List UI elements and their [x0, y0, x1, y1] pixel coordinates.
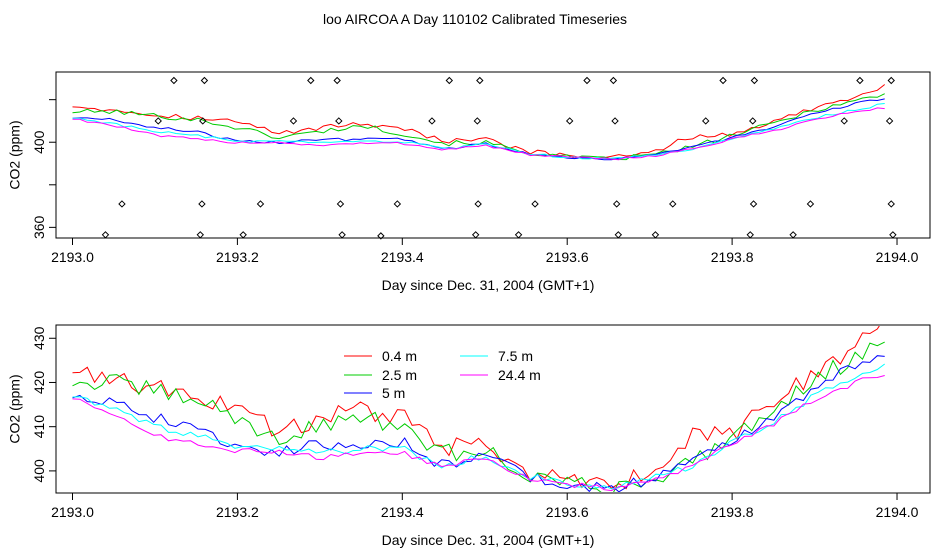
data-point-marker	[611, 117, 619, 125]
y-tick-label: 430	[31, 326, 47, 350]
x-axis-title: Day since Dec. 31, 2004 (GMT+1)	[382, 532, 595, 548]
data-point-marker	[428, 117, 436, 125]
data-point-marker	[445, 76, 454, 85]
data-point-marker	[118, 200, 126, 208]
data-point-marker	[856, 76, 864, 85]
x-tick-label: 2193.4	[381, 504, 424, 520]
y-tick-label: 410	[31, 415, 47, 439]
y-axis-title: CO2 (ppm)	[7, 374, 23, 443]
series-line-24-4-m	[72, 375, 885, 492]
chart-title: loo AIRCOA A Day 110102 Calibrated Times…	[322, 11, 627, 27]
data-point-marker	[749, 200, 758, 208]
data-point-marker	[719, 76, 727, 85]
data-point-marker	[336, 200, 345, 208]
x-tick-label: 2193.8	[711, 249, 754, 265]
series-line-7-5-m	[72, 363, 885, 490]
top-series-line	[72, 98, 885, 161]
data-point-marker	[789, 231, 797, 239]
y-tick-label: 420	[31, 371, 47, 395]
top-panel: 2193.0 2193.2 2193.4 2193.6 2193.8 2194.0 360 4…	[7, 71, 931, 293]
x-tick-label: 2193.8	[711, 504, 754, 520]
data-point-marker	[702, 117, 710, 125]
bottom-panel: 2193.0 2193.2 2193.4 2193.6 2193.8 2194.0 400 4…	[7, 324, 931, 548]
data-point-marker	[669, 200, 677, 208]
data-point-marker	[170, 76, 178, 85]
x-tick-label: 2193.6	[546, 504, 589, 520]
data-point-marker	[565, 117, 574, 125]
data-point-marker	[651, 231, 660, 239]
legend-entry: 7.5 m	[498, 348, 533, 364]
x-tick-label: 2193.4	[381, 249, 424, 265]
data-point-marker	[338, 231, 346, 239]
legend-entry: 24.4 m	[498, 367, 541, 383]
data-point-marker	[474, 200, 482, 208]
y-axis-title: CO2 (ppm)	[7, 120, 23, 189]
data-point-marker	[307, 76, 315, 85]
data-point-marker	[377, 232, 385, 240]
legend-entry: 5 m	[382, 385, 405, 401]
data-point-marker	[531, 200, 539, 208]
data-point-marker	[101, 231, 110, 239]
data-point-marker	[806, 200, 815, 208]
data-point-marker	[335, 117, 343, 125]
plot-frame	[55, 71, 931, 239]
data-point-marker	[609, 76, 618, 85]
y-tick-label: 360	[31, 215, 47, 239]
data-point-marker	[200, 76, 209, 85]
series-layer	[72, 326, 885, 492]
data-point-marker	[614, 231, 623, 239]
data-point-marker	[889, 231, 897, 239]
top-series-line	[72, 103, 885, 160]
data-point-marker	[746, 231, 754, 239]
data-point-marker	[473, 117, 482, 125]
data-point-marker	[514, 231, 523, 239]
data-point-marker	[471, 231, 480, 239]
x-tick-label: 2193.6	[546, 249, 589, 265]
x-axis-title: Day since Dec. 31, 2004 (GMT+1)	[382, 277, 595, 293]
series-line-5-m	[72, 355, 885, 492]
legend-entry: 2.5 m	[382, 367, 417, 383]
data-point-marker	[887, 76, 895, 85]
x-tick-label: 2193.2	[216, 504, 259, 520]
x-tick-label: 2193.0	[51, 504, 94, 520]
data-point-marker	[393, 200, 402, 208]
data-point-marker	[476, 76, 484, 85]
data-point-marker	[885, 117, 894, 125]
y-tick-label: 400	[31, 459, 47, 483]
data-point-marker	[239, 231, 247, 239]
legend-entry: 0.4 m	[382, 348, 417, 364]
plot-frame	[55, 324, 931, 494]
top-series-line	[72, 107, 885, 161]
data-point-marker	[199, 117, 207, 125]
data-point-marker	[612, 200, 621, 208]
y-tick-label: 400	[31, 130, 47, 154]
series-layer	[72, 84, 886, 161]
data-point-marker	[749, 117, 757, 125]
x-tick-label: 2193.2	[216, 249, 259, 265]
data-point-marker	[840, 117, 848, 125]
data-point-marker	[583, 76, 591, 85]
data-point-marker	[196, 231, 204, 239]
x-tick-label: 2193.0	[51, 249, 94, 265]
data-point-marker	[333, 76, 341, 85]
data-point-marker	[154, 117, 162, 125]
data-point-marker	[750, 76, 759, 85]
top-series-line	[72, 84, 886, 160]
series-line-0-4-m	[72, 326, 880, 490]
series-line-2-5-m	[72, 341, 885, 492]
data-point-marker	[256, 200, 265, 208]
x-tick-label: 2194.0	[876, 249, 919, 265]
x-tick-label: 2194.0	[876, 504, 919, 520]
data-point-marker	[887, 200, 895, 208]
data-point-marker	[198, 200, 206, 208]
data-point-marker	[289, 117, 298, 125]
